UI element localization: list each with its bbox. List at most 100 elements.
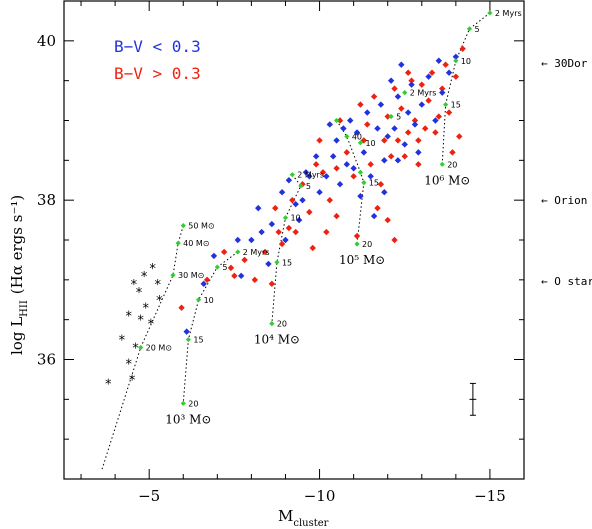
y-tick-label: 38 (37, 191, 56, 209)
data-point-star: * (141, 270, 148, 285)
data-point-red (394, 137, 402, 144)
data-point-blue (326, 121, 333, 128)
track-label: 10 (204, 296, 214, 305)
data-point-star: * (148, 318, 155, 333)
track-marker (439, 161, 445, 167)
data-point-red (227, 264, 235, 272)
data-point-blue (340, 125, 347, 132)
data-point-blue (234, 236, 241, 244)
data-point-red (333, 165, 340, 172)
data-point-red (428, 69, 436, 76)
data-point-blue (394, 157, 402, 164)
data-point-red (312, 161, 320, 168)
track-marker (487, 10, 493, 16)
track-marker (453, 58, 459, 64)
data-point-red (292, 228, 299, 236)
track-label: 5 (474, 25, 479, 34)
legend-red: B−V > 0.3 (114, 64, 201, 83)
data-point-red (343, 149, 351, 156)
mass-unit: M⊙ (189, 412, 211, 426)
track-mass-label: 10⁴ M⊙ (254, 333, 300, 347)
evolution-track (182, 251, 239, 404)
track-label: 2 Myrs (410, 89, 437, 98)
track-marker (235, 249, 241, 255)
data-point-blue (374, 125, 381, 132)
data-point-red (445, 109, 453, 116)
data-point-blue (394, 93, 402, 100)
data-point-star: * (131, 278, 138, 293)
track-label: 15 (369, 179, 379, 188)
data-point-red (391, 236, 398, 244)
x-tick-label: −5 (138, 487, 160, 505)
data-point-blue (435, 57, 443, 64)
data-point-red (449, 149, 456, 156)
data-point-red (220, 248, 228, 256)
track-mass-label: 10³ M⊙ (165, 412, 211, 426)
data-point-blue (415, 149, 422, 156)
data-point-red (411, 117, 419, 124)
data-point-blue (439, 89, 446, 96)
track-label: 20 (277, 320, 287, 329)
data-point-blue (323, 173, 330, 180)
data-point-blue (282, 236, 289, 244)
data-point-blue (312, 153, 320, 160)
track-label: 40 (352, 132, 362, 141)
evolution-track (441, 12, 491, 165)
data-point-red (319, 169, 327, 176)
data-point-blue (343, 161, 351, 168)
track-label: 2 Myrs (243, 248, 270, 257)
track-marker (333, 117, 340, 124)
data-point-blue (353, 129, 361, 136)
data-point-red (241, 256, 248, 264)
x-tick-label: −10 (304, 487, 336, 505)
data-point-blue (411, 121, 419, 128)
data-point-star: * (154, 278, 161, 293)
data-point-red (364, 121, 371, 128)
data-point-red (353, 232, 361, 240)
data-point-blue (255, 204, 262, 212)
data-point-blue (364, 109, 371, 116)
track-marker (298, 183, 304, 189)
data-point-red (459, 45, 466, 52)
track-label: 20 (447, 160, 457, 169)
x-axis-title: Mcluster (278, 507, 329, 529)
data-point-red (275, 228, 282, 236)
data-point-red (377, 181, 385, 188)
track-mass-label: 10⁵ M⊙ (339, 253, 385, 267)
data-point-blue (350, 165, 357, 172)
data-point-blue (432, 117, 439, 124)
data-point-blue (333, 137, 340, 144)
track-label: 40 M⊙ (183, 239, 209, 248)
track-label: 50 M⊙ (188, 222, 214, 231)
data-point-red (415, 137, 422, 144)
data-point-red (309, 244, 316, 252)
data-point-red (384, 113, 391, 120)
data-point-star: * (156, 294, 163, 309)
track-marker (180, 400, 186, 406)
data-point-blue (237, 272, 245, 280)
data-point-red (425, 97, 432, 104)
data-point-blue (404, 109, 412, 116)
data-point-blue (278, 189, 286, 196)
mass-unit: M⊙ (363, 253, 385, 267)
mass-number: 10⁶ (424, 173, 448, 187)
data-point-red (278, 240, 286, 248)
data-point-red (384, 216, 391, 224)
track-marker (269, 321, 275, 327)
track-marker (195, 297, 202, 303)
track-marker (289, 172, 295, 178)
data-point-star: * (132, 342, 139, 357)
data-point-blue (285, 177, 293, 184)
data-point-red (323, 228, 330, 236)
y-tick-label: 40 (37, 32, 56, 50)
y-axis-title: log LHII (Hα ergs s⁻¹) (8, 195, 30, 355)
data-point-red (350, 173, 357, 180)
track-marker (214, 264, 220, 270)
track-label: 5 (222, 263, 227, 272)
data-point-blue (292, 200, 299, 208)
data-point-blue (387, 77, 395, 84)
track-mass-label: 10⁶ M⊙ (424, 173, 470, 187)
mass-number: 10³ (165, 412, 189, 426)
track-marker (185, 336, 191, 343)
track-label: 5 (306, 182, 311, 191)
